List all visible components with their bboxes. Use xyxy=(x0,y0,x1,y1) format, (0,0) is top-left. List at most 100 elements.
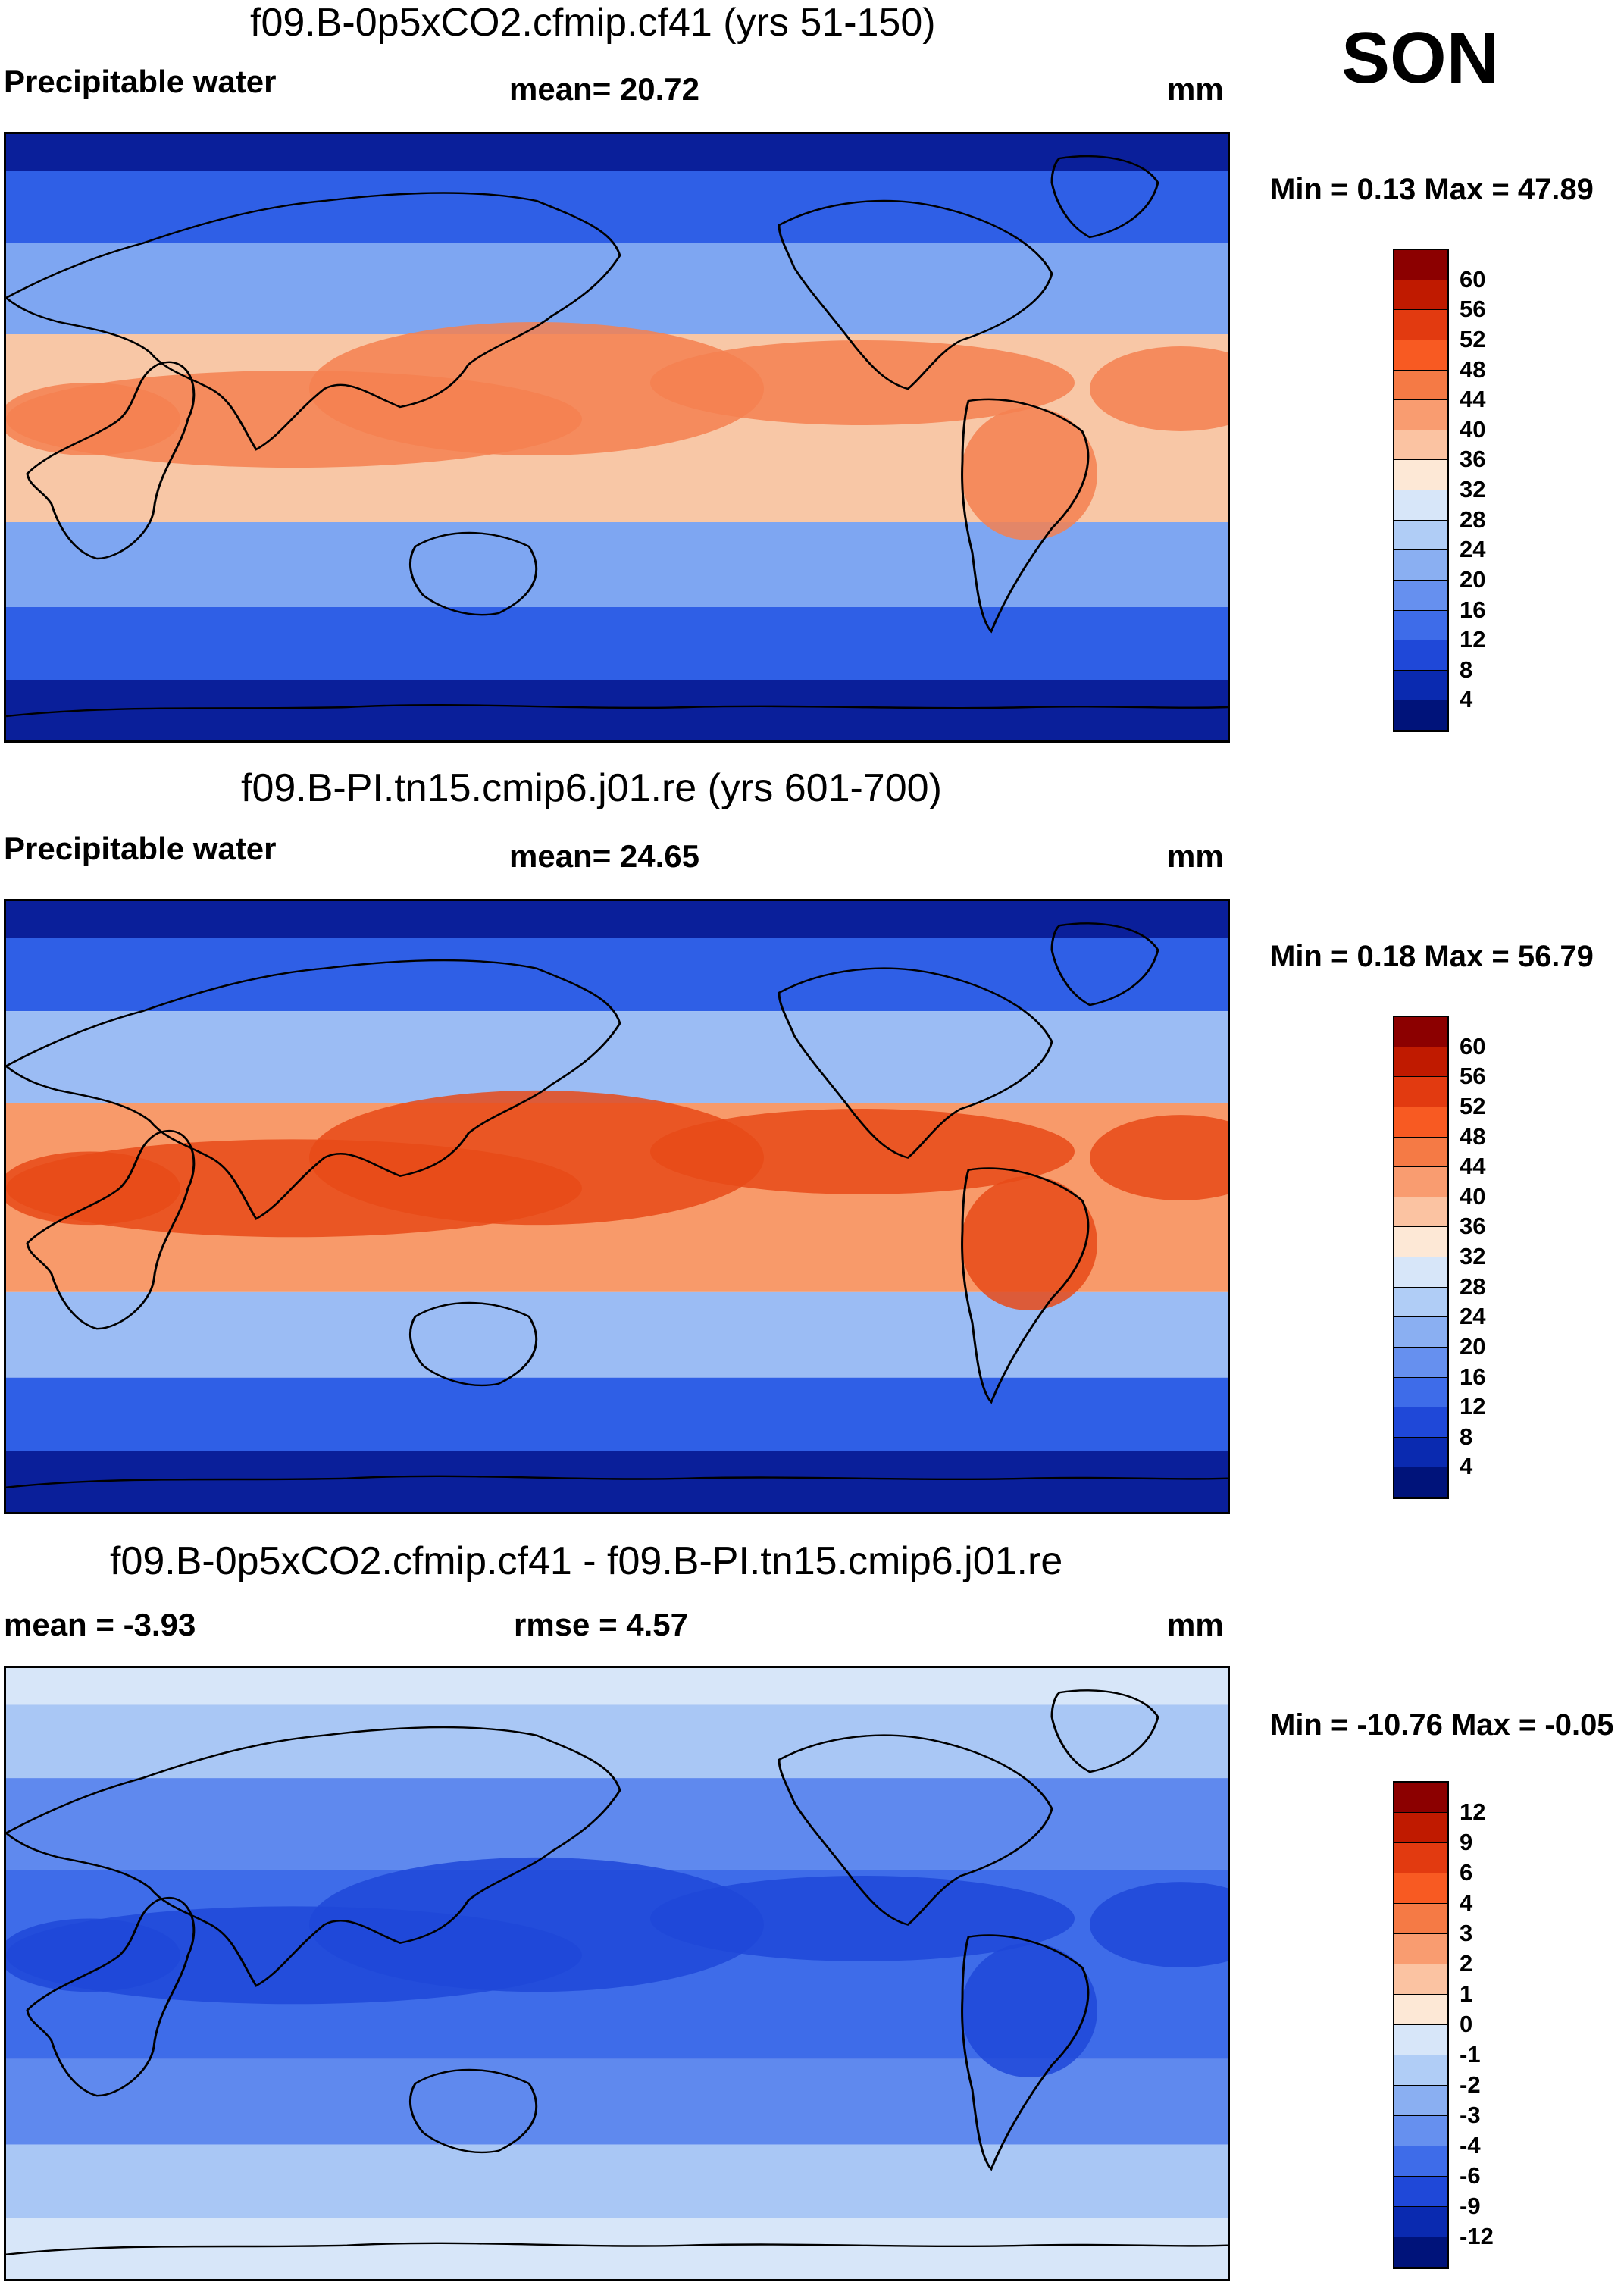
colorbar-cell xyxy=(1394,310,1447,340)
colorbar-cell xyxy=(1394,1783,1447,1813)
colorbar-cell xyxy=(1394,1347,1447,1378)
colorbar-cell xyxy=(1394,1227,1447,1257)
field-band xyxy=(6,1704,1228,1779)
field-core xyxy=(6,1918,180,1992)
map-plot xyxy=(4,132,1230,743)
coastline xyxy=(408,2068,538,2154)
colorbar-tick-label: 16 xyxy=(1460,596,1486,623)
colorbar-tick-label: 6 xyxy=(1460,1859,1473,1886)
colorbar-tick-label: 3 xyxy=(1460,1920,1473,1946)
mean-label: mean= 24.65 xyxy=(509,838,700,874)
map-plot xyxy=(4,899,1230,1514)
colorbar xyxy=(1393,1016,1449,1499)
coastline xyxy=(1050,1689,1159,1773)
field-core xyxy=(961,407,1097,540)
coastline xyxy=(961,1167,1090,1404)
colorbar-tick-label: 60 xyxy=(1460,265,1486,293)
season-label: SON xyxy=(1341,17,1500,99)
colorbar-cell xyxy=(1394,1077,1447,1107)
colorbar-cell xyxy=(1394,340,1447,371)
field-band xyxy=(6,1668,1228,1705)
colorbar-cell xyxy=(1394,670,1447,701)
colorbar-tick-label: 12 xyxy=(1460,1798,1486,1825)
colorbar-cell xyxy=(1394,1934,1447,1964)
field-core xyxy=(6,1151,180,1226)
min-max-label: Min = 0.18 Max = 56.79 xyxy=(1270,940,1594,973)
field-core xyxy=(1090,346,1228,431)
field-band xyxy=(6,938,1228,1012)
map-svg xyxy=(6,1668,1228,2279)
colorbar-tick-label: 1 xyxy=(1460,1980,1473,2007)
coastline xyxy=(778,199,1053,390)
colorbar-tick-label: -9 xyxy=(1460,2193,1481,2219)
colorbar-cell xyxy=(1394,640,1447,671)
panel-title: f09.B-0p5xCO2.cfmip.cf41 - f09.B-PI.tn15… xyxy=(110,1539,1063,1583)
coastline xyxy=(6,704,1228,718)
colorbar-cell xyxy=(1394,1964,1447,1995)
coastline xyxy=(26,1129,196,1330)
colorbar-tick-label: 44 xyxy=(1460,1153,1486,1180)
colorbar-tick-label: -12 xyxy=(1460,2223,1494,2249)
coastline xyxy=(1050,922,1159,1006)
colorbar-cell xyxy=(1394,460,1447,490)
colorbar-cell xyxy=(1394,1873,1447,1904)
field-core xyxy=(309,1857,764,1992)
colorbar-cell xyxy=(1394,490,1447,521)
colorbar-tick-label: 0 xyxy=(1460,2011,1473,2037)
colorbar-cell xyxy=(1394,1287,1447,1318)
units-label: mm xyxy=(1167,838,1224,874)
colorbar-tick-label: 56 xyxy=(1460,296,1486,323)
colorbar-cell xyxy=(1394,280,1447,311)
panel-title: f09.B-0p5xCO2.cfmip.cf41 (yrs 51-150) xyxy=(250,1,936,45)
coastline xyxy=(6,1475,1228,1488)
colorbar-cell xyxy=(1394,1467,1447,1498)
colorbar-cell xyxy=(1394,1904,1447,1934)
colorbar-cell xyxy=(1394,400,1447,430)
colorbar-tick-label: 48 xyxy=(1460,1122,1486,1150)
colorbar-cell xyxy=(1394,610,1447,641)
field-band xyxy=(6,1451,1228,1512)
map-svg xyxy=(6,901,1228,1512)
field-core xyxy=(961,1175,1097,1311)
coastline xyxy=(6,1726,621,1987)
colorbar-tick-label: 4 xyxy=(1460,1453,1473,1480)
field-band xyxy=(6,607,1228,680)
coastline xyxy=(26,1896,196,2097)
units-label: mm xyxy=(1167,71,1224,107)
coastline xyxy=(961,1934,1090,2171)
field-band xyxy=(6,171,1228,243)
panel-title: f09.B-PI.tn15.cmip6.j01.re (yrs 601-700) xyxy=(241,766,942,810)
colorbar-tick-label: -6 xyxy=(1460,2162,1481,2189)
colorbar-tick-label: -4 xyxy=(1460,2132,1481,2158)
field-core xyxy=(1090,1115,1228,1200)
colorbar-tick-label: 48 xyxy=(1460,355,1486,383)
colorbar-cell xyxy=(1394,2237,1447,2268)
field-core xyxy=(309,322,764,455)
field-band xyxy=(6,134,1228,171)
colorbar-tick-label: 20 xyxy=(1460,565,1486,593)
field-core xyxy=(961,1942,1097,2078)
colorbar-tick-label: 8 xyxy=(1460,656,1473,683)
colorbar-tick-label: 8 xyxy=(1460,1423,1473,1450)
colorbar-cell xyxy=(1394,1843,1447,1873)
colorbar xyxy=(1393,249,1449,732)
min-max-label: Min = 0.13 Max = 47.89 xyxy=(1270,173,1594,206)
colorbar-cell xyxy=(1394,2086,1447,2116)
colorbar-tick-label: 4 xyxy=(1460,1889,1473,1916)
colorbar-cell xyxy=(1394,1197,1447,1228)
variable-label: Precipitable water xyxy=(4,831,277,866)
colorbar-tick-label: -2 xyxy=(1460,2071,1481,2098)
colorbar-cell xyxy=(1394,1377,1447,1408)
coastline xyxy=(26,361,196,560)
colorbar-cell xyxy=(1394,2146,1447,2177)
coastline xyxy=(408,1301,538,1387)
colorbar-cell xyxy=(1394,1813,1447,1843)
colorbar-cell xyxy=(1394,2177,1447,2207)
colorbar-cell xyxy=(1394,1017,1447,1047)
mean-label: mean= 20.72 xyxy=(509,71,700,107)
coastline xyxy=(408,531,538,616)
rmse-label: rmse = 4.57 xyxy=(514,1607,689,1642)
colorbar-tick-label: 4 xyxy=(1460,686,1473,713)
colorbar-tick-label: 28 xyxy=(1460,1272,1486,1300)
units-label: mm xyxy=(1167,1607,1224,1642)
